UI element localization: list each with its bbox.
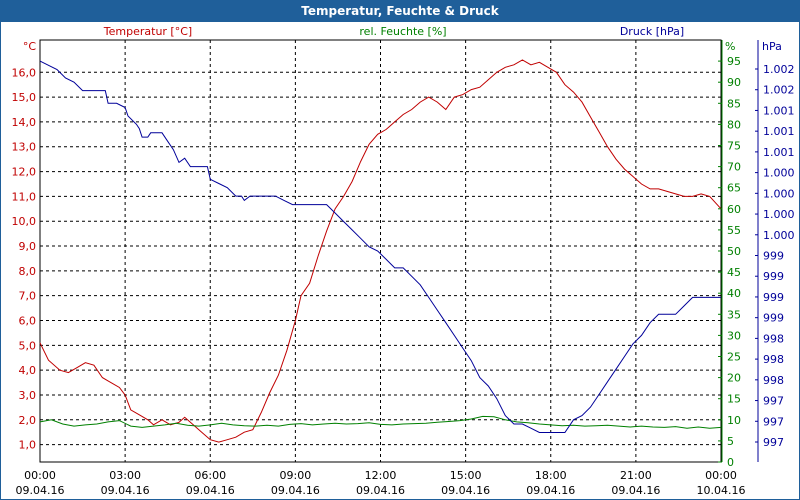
temperature-tick-label: 4,0 bbox=[19, 364, 37, 377]
pressure-tick-label: 1.002 bbox=[763, 84, 795, 97]
pressure-series-line bbox=[39, 60, 721, 433]
pressure-tick-label: 1.000 bbox=[763, 187, 795, 200]
temperature-axis-label: Temperatur [°C] bbox=[103, 25, 192, 38]
x-tick-time: 21:00 bbox=[620, 469, 652, 482]
pressure-tick-label: 997 bbox=[763, 436, 784, 449]
x-tick-date: 09.04.16 bbox=[186, 484, 235, 497]
humidity-tick-label: 75 bbox=[727, 140, 741, 153]
pressure-tick-label: 1.001 bbox=[763, 125, 795, 138]
x-tick-time: 18:00 bbox=[535, 469, 567, 482]
humidity-tick-label: 60 bbox=[727, 203, 741, 216]
humidity-tick-label: 70 bbox=[727, 161, 741, 174]
temperature-tick-label: 8,0 bbox=[19, 265, 37, 278]
temperature-tick-label: 10,0 bbox=[12, 215, 37, 228]
x-tick-time: 00:00 bbox=[705, 469, 737, 482]
pressure-axis-label: Druck [hPa] bbox=[620, 25, 684, 38]
humidity-unit-label: % bbox=[725, 40, 735, 53]
x-tick-date: 09.04.16 bbox=[16, 484, 65, 497]
axes-group: 00:00 09.04.16 03:00 09.04.16 06:00 09.04.16 0… bbox=[12, 40, 795, 497]
pressure-tick-label: 1.001 bbox=[763, 146, 795, 159]
humidity-tick-label: 5 bbox=[727, 435, 734, 448]
humidity-tick-label: 40 bbox=[727, 287, 741, 300]
humidity-tick-label: 0 bbox=[727, 456, 734, 469]
humidity-series-line bbox=[39, 415, 722, 429]
x-tick-time: 15:00 bbox=[450, 469, 482, 482]
x-tick-date: 09.04.16 bbox=[356, 484, 405, 497]
x-tick-time: 06:00 bbox=[194, 469, 226, 482]
gridlines bbox=[40, 40, 721, 462]
humidity-tick-label: 25 bbox=[727, 351, 741, 364]
temperature-tick-label: 3,0 bbox=[19, 389, 37, 402]
x-tick-time: 03:00 bbox=[109, 469, 141, 482]
pressure-tick-label: 999 bbox=[763, 291, 784, 304]
humidity-tick-label: 45 bbox=[727, 266, 741, 279]
temperature-tick-label: 16,0 bbox=[12, 66, 37, 79]
humidity-tick-label: 15 bbox=[727, 393, 741, 406]
humidity-tick-label: 65 bbox=[727, 182, 741, 195]
temperature-tick-label: 7,0 bbox=[19, 290, 37, 303]
x-tick-time: 09:00 bbox=[280, 469, 312, 482]
x-tick-date: 09.04.16 bbox=[441, 484, 490, 497]
pressure-tick-label: 997 bbox=[763, 415, 784, 428]
x-tick-date: 09.04.16 bbox=[526, 484, 575, 497]
pressure-tick-label: 999 bbox=[763, 270, 784, 283]
pressure-tick-label: 999 bbox=[763, 250, 784, 263]
pressure-unit-label: hPa bbox=[762, 40, 782, 53]
pressure-tick-label: 999 bbox=[763, 312, 784, 325]
humidity-tick-label: 80 bbox=[727, 118, 741, 131]
humidity-tick-label: 90 bbox=[727, 76, 741, 89]
pressure-tick-label: 1.000 bbox=[763, 167, 795, 180]
x-tick-date: 09.04.16 bbox=[611, 484, 660, 497]
temperature-tick-label: 1,0 bbox=[19, 439, 37, 452]
pressure-tick-label: 998 bbox=[763, 332, 784, 345]
humidity-tick-label: 55 bbox=[727, 224, 741, 237]
x-tick-time: 12:00 bbox=[365, 469, 397, 482]
series-group bbox=[39, 59, 722, 443]
x-tick-date: 09.04.16 bbox=[271, 484, 320, 497]
humidity-tick-label: 10 bbox=[727, 414, 741, 427]
temperature-tick-label: 11,0 bbox=[12, 190, 37, 203]
temperature-unit-label: °C bbox=[23, 40, 37, 53]
temperature-series-line bbox=[39, 59, 722, 443]
pressure-tick-label: 1.002 bbox=[763, 63, 795, 76]
temperature-tick-label: 15,0 bbox=[12, 91, 37, 104]
pressure-tick-label: 1.000 bbox=[763, 208, 795, 221]
temperature-tick-label: 14,0 bbox=[12, 116, 37, 129]
temperature-tick-label: 13,0 bbox=[12, 141, 37, 154]
temperature-tick-label: 5,0 bbox=[19, 339, 37, 352]
pressure-tick-label: 998 bbox=[763, 353, 784, 366]
window-title: Temperatur, Feuchte & Druck bbox=[1, 1, 799, 22]
x-tick-date: 09.04.16 bbox=[101, 484, 150, 497]
pressure-tick-label: 1.001 bbox=[763, 104, 795, 117]
temperature-tick-label: 6,0 bbox=[19, 315, 37, 328]
humidity-tick-label: 95 bbox=[727, 55, 741, 68]
x-tick-time: 00:00 bbox=[24, 469, 56, 482]
humidity-tick-label: 35 bbox=[727, 308, 741, 321]
temperature-tick-label: 2,0 bbox=[19, 414, 37, 427]
pressure-tick-label: 1.000 bbox=[763, 229, 795, 242]
humidity-tick-label: 20 bbox=[727, 372, 741, 385]
humidity-axis-label: rel. Feuchte [%] bbox=[359, 25, 446, 38]
temperature-tick-label: 9,0 bbox=[19, 240, 37, 253]
humidity-tick-label: 30 bbox=[727, 329, 741, 342]
temperature-tick-label: 12,0 bbox=[12, 166, 37, 179]
humidity-tick-label: 50 bbox=[727, 245, 741, 258]
pressure-tick-label: 997 bbox=[763, 395, 784, 408]
humidity-tick-label: 85 bbox=[727, 97, 741, 110]
x-tick-date: 10.04.16 bbox=[697, 484, 746, 497]
pressure-tick-label: 998 bbox=[763, 374, 784, 387]
